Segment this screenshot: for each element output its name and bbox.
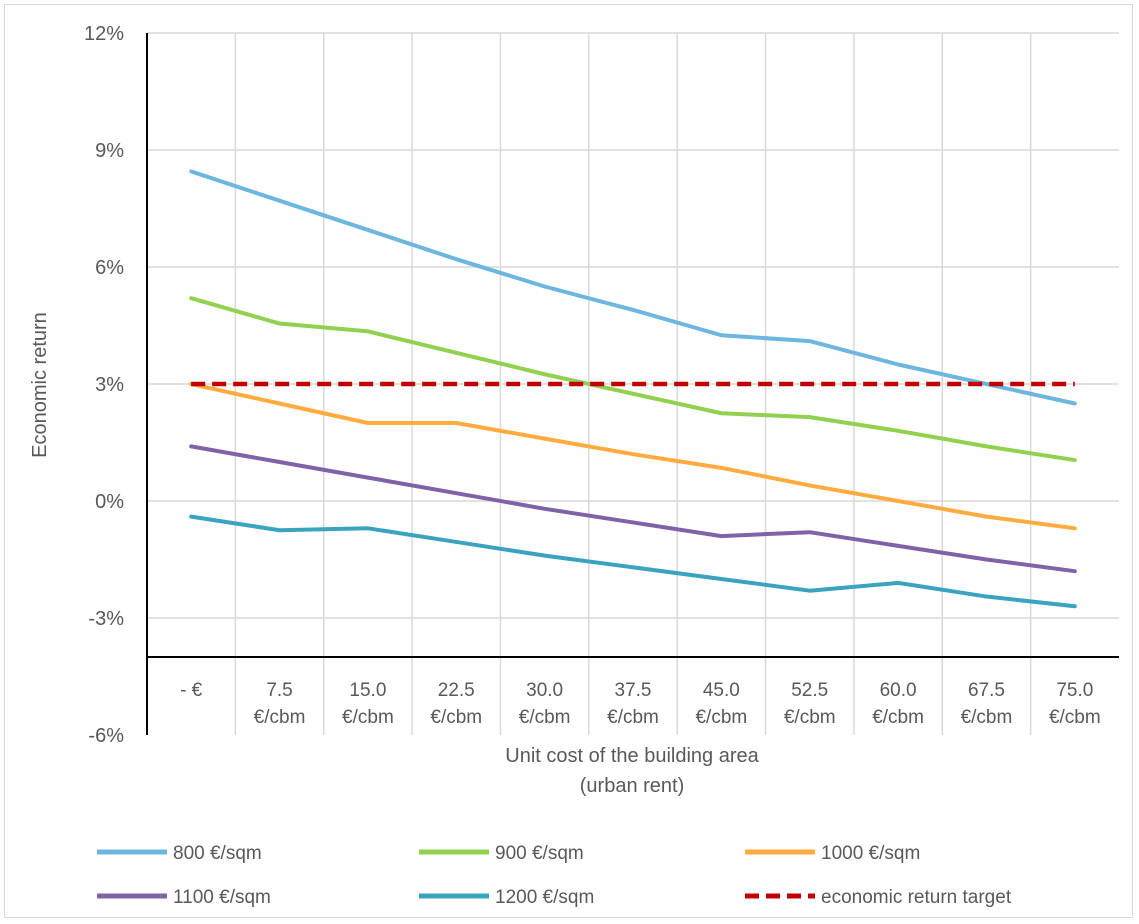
x-category-label-9-1: €/cbm	[961, 707, 1013, 728]
y-tick-label-2: 6%	[95, 257, 124, 279]
y-tick-label-6: -6%	[88, 725, 124, 747]
series-line-1	[189, 296, 1077, 463]
x-category-label-8-1: €/cbm	[872, 707, 924, 728]
x-category-label-1-0: 7.5	[266, 680, 292, 701]
y-tick-label-3: 3%	[95, 374, 124, 396]
x-category-label-4-0: 30.0	[526, 680, 563, 701]
y-axis-title: Economic return	[29, 312, 51, 458]
x-category-label-6-0: 45.0	[703, 680, 740, 701]
x-category-label-8-0: 60.0	[880, 680, 917, 701]
x-category-label-10-0: 75.0	[1056, 680, 1093, 701]
x-category-label-10-1: €/cbm	[1049, 707, 1101, 728]
axes	[146, 33, 1119, 735]
x-category-label-7-1: €/cbm	[784, 707, 836, 728]
legend-label-5: economic return target	[821, 887, 1012, 908]
legend-label-1: 900 €/sqm	[495, 843, 584, 864]
y-tick-labels: 12% 9% 6% 3% 0% -3% -6%	[84, 23, 124, 747]
series-lines	[189, 169, 1077, 609]
x-category-label-3-1: €/cbm	[430, 707, 482, 728]
legend: 800 €/sqm 900 €/sqm 1000 €/sqm 1100 €/sqm 12…	[97, 843, 1012, 908]
y-tick-label-5: -3%	[88, 608, 124, 630]
x-category-label-5-1: €/cbm	[607, 707, 659, 728]
x-category-label-5-0: 37.5	[615, 680, 652, 701]
chart-frame	[4, 4, 1133, 918]
x-category-label-3-0: 22.5	[438, 680, 475, 701]
series-line-2	[189, 382, 1077, 531]
x-category-label-4-1: €/cbm	[519, 707, 571, 728]
x-axis-title-line-1: Unit cost of the building area	[505, 745, 759, 767]
legend-label-0: 800 €/sqm	[173, 843, 262, 864]
x-axis-title-line-2: (urban rent)	[580, 775, 685, 797]
y-tick-label-4: 0%	[95, 491, 124, 513]
x-category-label-6-1: €/cbm	[695, 707, 747, 728]
legend-label-2: 1000 €/sqm	[821, 843, 920, 864]
series-line-0	[189, 169, 1077, 406]
series-line-3	[189, 444, 1077, 574]
x-category-label-7-0: 52.5	[791, 680, 828, 701]
y-tick-label-1: 9%	[95, 140, 124, 162]
series-line-4	[189, 514, 1077, 609]
x-category-labels: - € 7.5 €/cbm 15.0 €/cbm 22.5 €/cbm 30.0 €/cbm 37…	[180, 680, 1101, 728]
legend-label-4: 1200 €/sqm	[495, 887, 594, 908]
y-tick-label-0: 12%	[84, 23, 124, 45]
legend-label-3: 1100 €/sqm	[173, 887, 271, 908]
x-category-label-0-0: - €	[180, 680, 203, 701]
x-category-label-2-1: €/cbm	[342, 707, 394, 728]
x-category-label-2-0: 15.0	[349, 680, 386, 701]
x-category-label-9-0: 67.5	[968, 680, 1005, 701]
x-category-label-1-1: €/cbm	[254, 707, 306, 728]
